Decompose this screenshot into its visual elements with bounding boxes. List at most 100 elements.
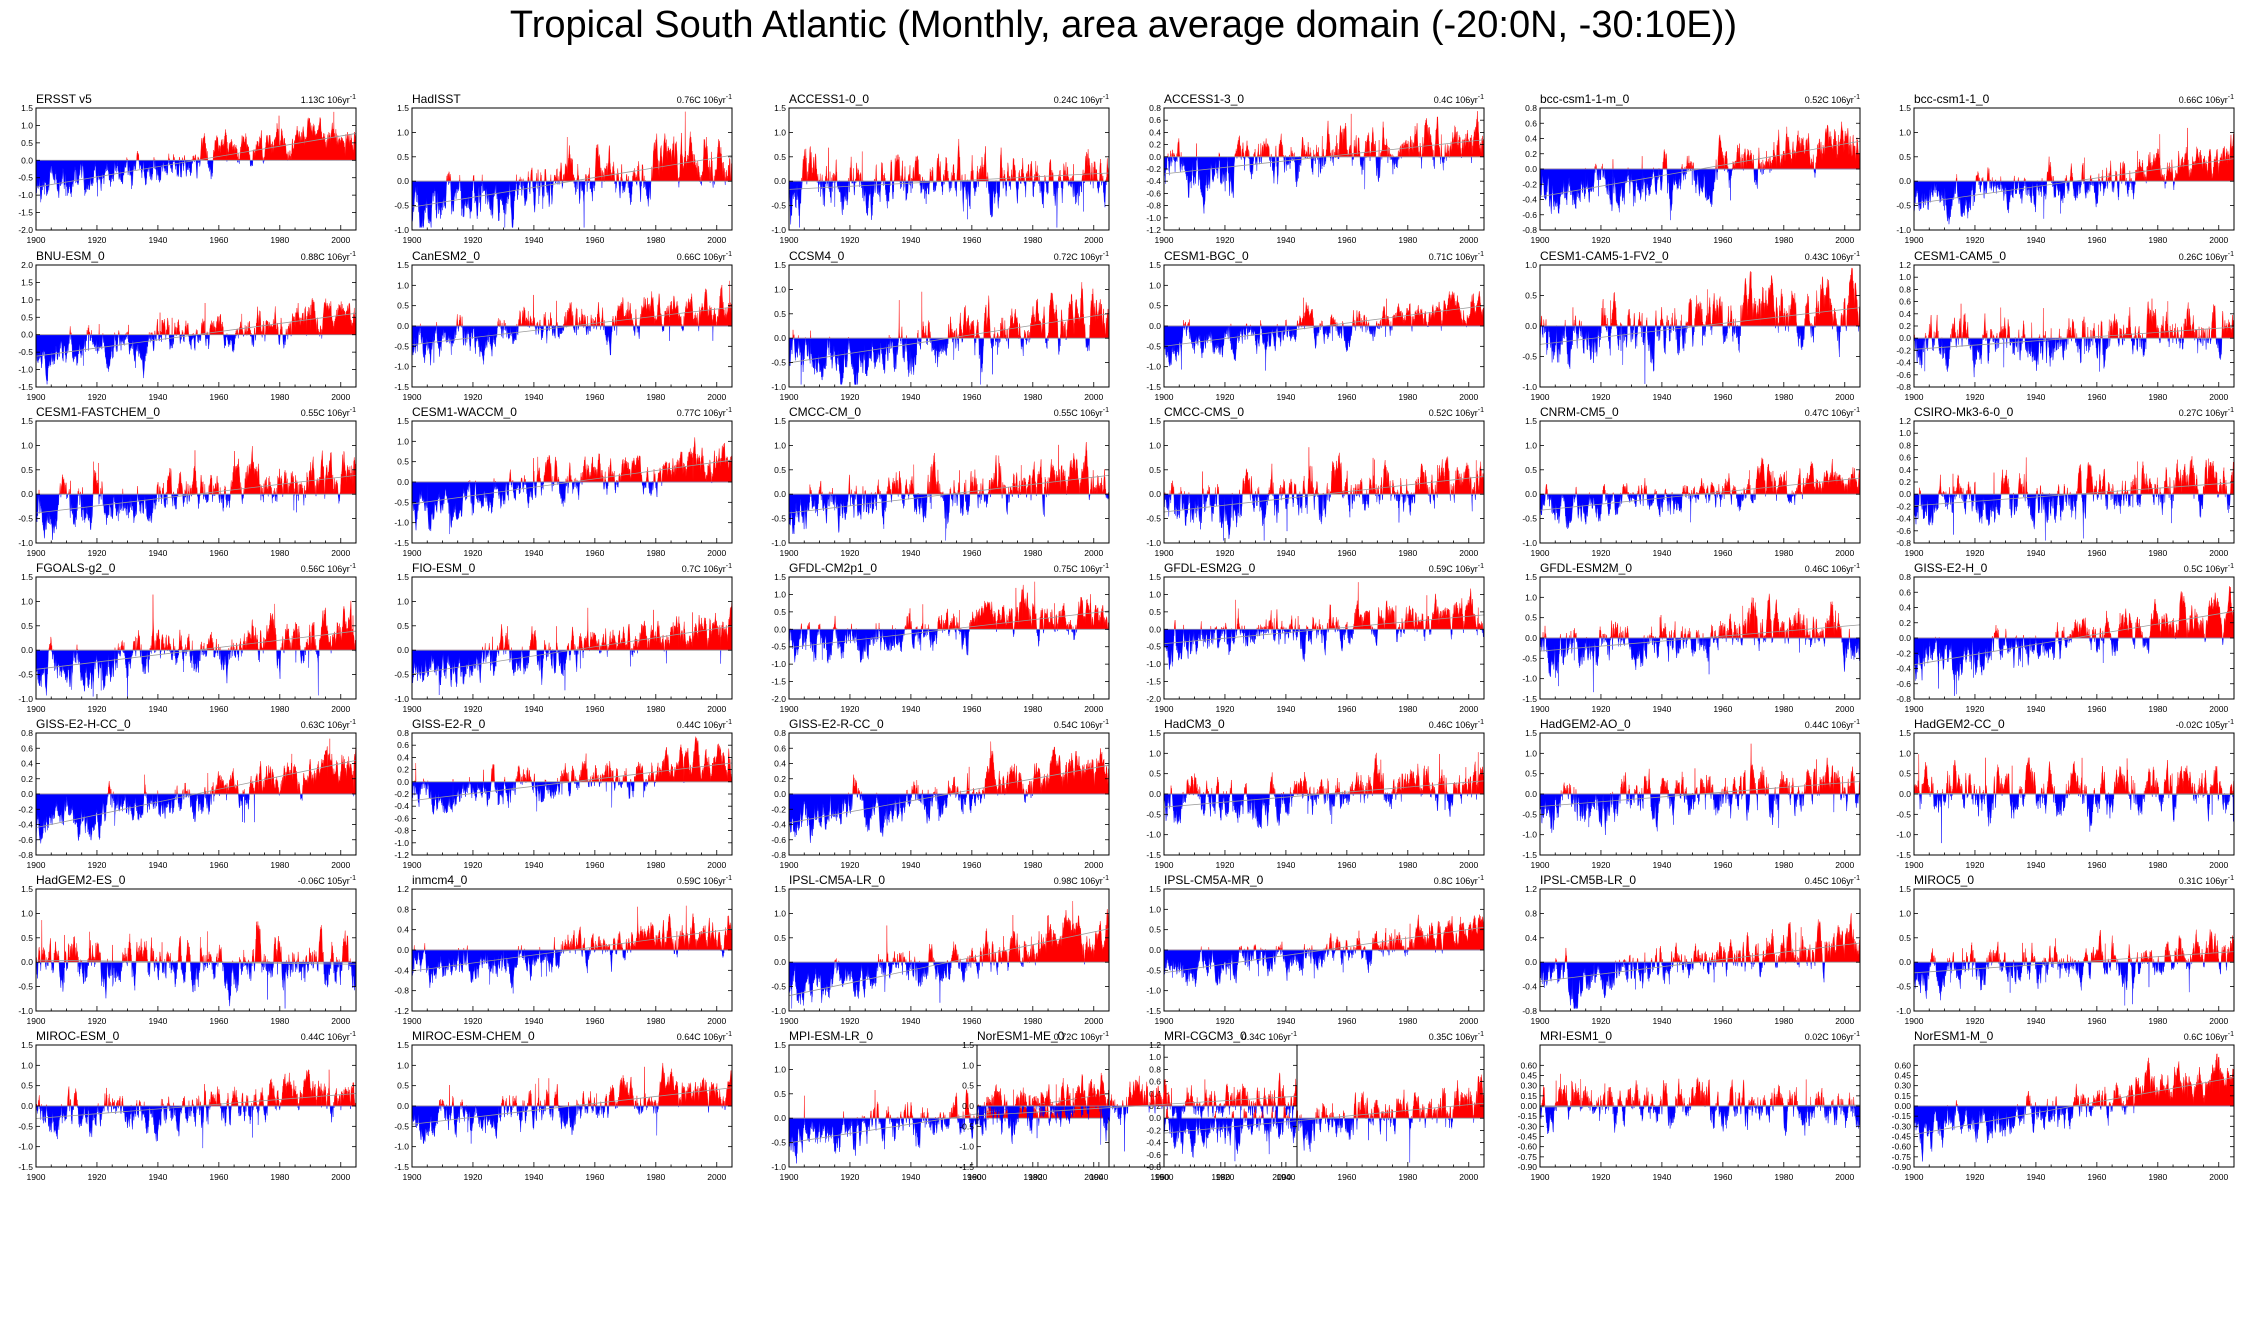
trend-line [1913, 951, 2235, 974]
y-tick-label: -1.0 [394, 518, 409, 528]
y-tick-label: -1.0 [771, 538, 786, 548]
trend-label: 0.55C 106yr-1 [1053, 407, 1109, 418]
trend-label: 0.52C 106yr-1 [1428, 407, 1484, 418]
y-tick-label: -1.0 [1522, 538, 1537, 548]
y-tick-label: 0.30 [1520, 1081, 1537, 1091]
x-tick-label: 1940 [524, 1016, 543, 1026]
trend-line [1913, 610, 2235, 666]
x-tick-label: 1980 [646, 235, 665, 245]
x-tick-label: 1900 [403, 1172, 422, 1182]
x-tick-label: 2000 [2209, 704, 2228, 714]
y-tick-label: -0.75 [1892, 1152, 1912, 1162]
y-tick-label: 0.0 [1525, 489, 1537, 499]
x-tick-label: 2000 [1835, 235, 1854, 245]
y-tick-label: -0.5 [394, 1121, 409, 1131]
chart-svg: 1.2 1.0 0.8 0.6 0.4 0.2 0.0 -0.2 -0.4 -0.6 -0.8190… [1896, 416, 2235, 558]
x-tick-label: 2000 [707, 392, 726, 402]
y-tick-label: 0.4 [1899, 603, 1911, 613]
x-tick-label: 1900 [403, 860, 422, 870]
negative-area [1163, 628, 1485, 670]
y-tick-label: -1.0 [394, 362, 409, 372]
chart-panel: bcc-csm1-1_0 0.66C 106yr-1 1.5 1.0 0.5 0.0 -0.… [1896, 92, 2246, 245]
chart-panel: HadGEM2-CC_0 -0.02C 105yr-1 1.5 1.0 0.5 0.0 -0… [1896, 717, 2246, 870]
trend-line [1539, 624, 1861, 652]
y-tick-label: 1.0 [1899, 908, 1911, 918]
y-tick-label: -1.0 [394, 694, 409, 704]
panel-title: GFDL-ESM2G_0 [1164, 561, 1256, 575]
positive-area [1163, 582, 1485, 630]
positive-area [36, 738, 357, 795]
y-tick-label: -0.5 [1146, 809, 1161, 819]
y-tick-label: 1.0 [774, 284, 786, 294]
trend-label: 0.59C 106yr-1 [1428, 563, 1484, 574]
panel-title: GISS-E2-H_0 [1914, 561, 1988, 575]
x-tick-label: 1900 [1531, 860, 1550, 870]
chart-panel: HadGEM2-AO_0 0.44C 106yr-1 1.5 1.0 0.5 0.0 -0.… [1522, 717, 1872, 870]
y-tick-label: 0.15 [1520, 1091, 1537, 1101]
trend-line [411, 625, 733, 675]
trend-line [411, 154, 733, 208]
trend-label: 0.66C 106yr-1 [676, 251, 732, 262]
y-tick-label: 0.0 [1525, 957, 1537, 967]
y-tick-label: 0.0 [1899, 633, 1911, 643]
y-tick-label: -0.8 [1896, 538, 1911, 548]
y-tick-label: 0.4 [397, 925, 409, 935]
x-tick-label: 1920 [87, 704, 106, 714]
trend-line [35, 959, 357, 965]
y-tick-label: 0.0 [774, 333, 786, 343]
y-tick-label: 0.4 [1149, 127, 1161, 137]
y-tick-label: 0.5 [1525, 613, 1537, 623]
x-tick-label: 2000 [1459, 392, 1478, 402]
y-tick-label: 0.4 [21, 759, 33, 769]
y-tick-label: -1.0 [18, 1006, 33, 1016]
y-tick-label: -1.0 [1896, 1006, 1911, 1016]
y-tick-label: 0.0 [1525, 321, 1537, 331]
y-tick-label: -2.0 [18, 225, 33, 235]
positive-area [1540, 913, 1861, 963]
negative-area [788, 180, 1110, 228]
x-tick-label: 1900 [27, 1016, 46, 1026]
x-tick-label: 1920 [1965, 704, 1984, 714]
negative-area [1913, 337, 2234, 378]
chart-panel: ERSST v5 1.13C 106yr-1 1.5 1.0 0.5 0.0 -0.5 -1.… [18, 92, 368, 245]
y-tick-label: 1.0 [1899, 272, 1911, 282]
positive-area [789, 741, 1110, 795]
y-tick-label: 0.0 [1899, 333, 1911, 343]
x-tick-label: 1900 [27, 235, 46, 245]
panel-title: FGOALS-g2_0 [36, 561, 116, 575]
y-tick-label: 0.5 [1525, 291, 1537, 301]
x-tick-label: 1920 [87, 860, 106, 870]
y-tick-label: 1.0 [1149, 589, 1161, 599]
trend-line [788, 172, 1110, 190]
trend-label: 0.72C 106yr-1 [1053, 251, 1109, 262]
y-tick-label: 0.5 [397, 1081, 409, 1091]
panel-title: IPSL-CM5A-MR_0 [1164, 873, 1264, 887]
chart-panel: MRI-ESM1_0 0.02C 106yr-1 0.60 0.45 0.30 0.15 0… [1518, 1029, 1872, 1182]
trend-line [35, 1093, 357, 1119]
y-tick-label: -1.2 [394, 1006, 409, 1016]
trend-line [1163, 614, 1485, 645]
y-tick-label: 1.0 [1149, 904, 1161, 914]
x-tick-label: 1900 [780, 1172, 799, 1182]
negative-area [411, 1105, 732, 1144]
chart-panel: MIROC5_0 0.31C 106yr-1 1.5 1.0 0.5 0.0 -0.5 -1.… [1896, 873, 2246, 1026]
y-tick-label: 1.5 [1525, 728, 1537, 738]
positive-area [1540, 457, 1861, 495]
chart-panel: CSIRO-Mk3-6-0_0 0.27C 106yr-1 1.2 1.0 0.8 0.6… [1896, 405, 2246, 558]
y-tick-label: 0.2 [1899, 477, 1911, 487]
trend-label: 0.59C 106yr-1 [676, 875, 732, 886]
panel-title: FIO-ESM_0 [412, 561, 476, 575]
y-tick-label: 1.0 [21, 440, 33, 450]
positive-area [412, 736, 733, 783]
plot-frame [1913, 107, 2235, 231]
x-tick-label: 1960 [209, 1016, 228, 1026]
trend-label: 0.44C 106yr-1 [300, 1031, 356, 1042]
x-tick-label: 1980 [1211, 1172, 1230, 1182]
